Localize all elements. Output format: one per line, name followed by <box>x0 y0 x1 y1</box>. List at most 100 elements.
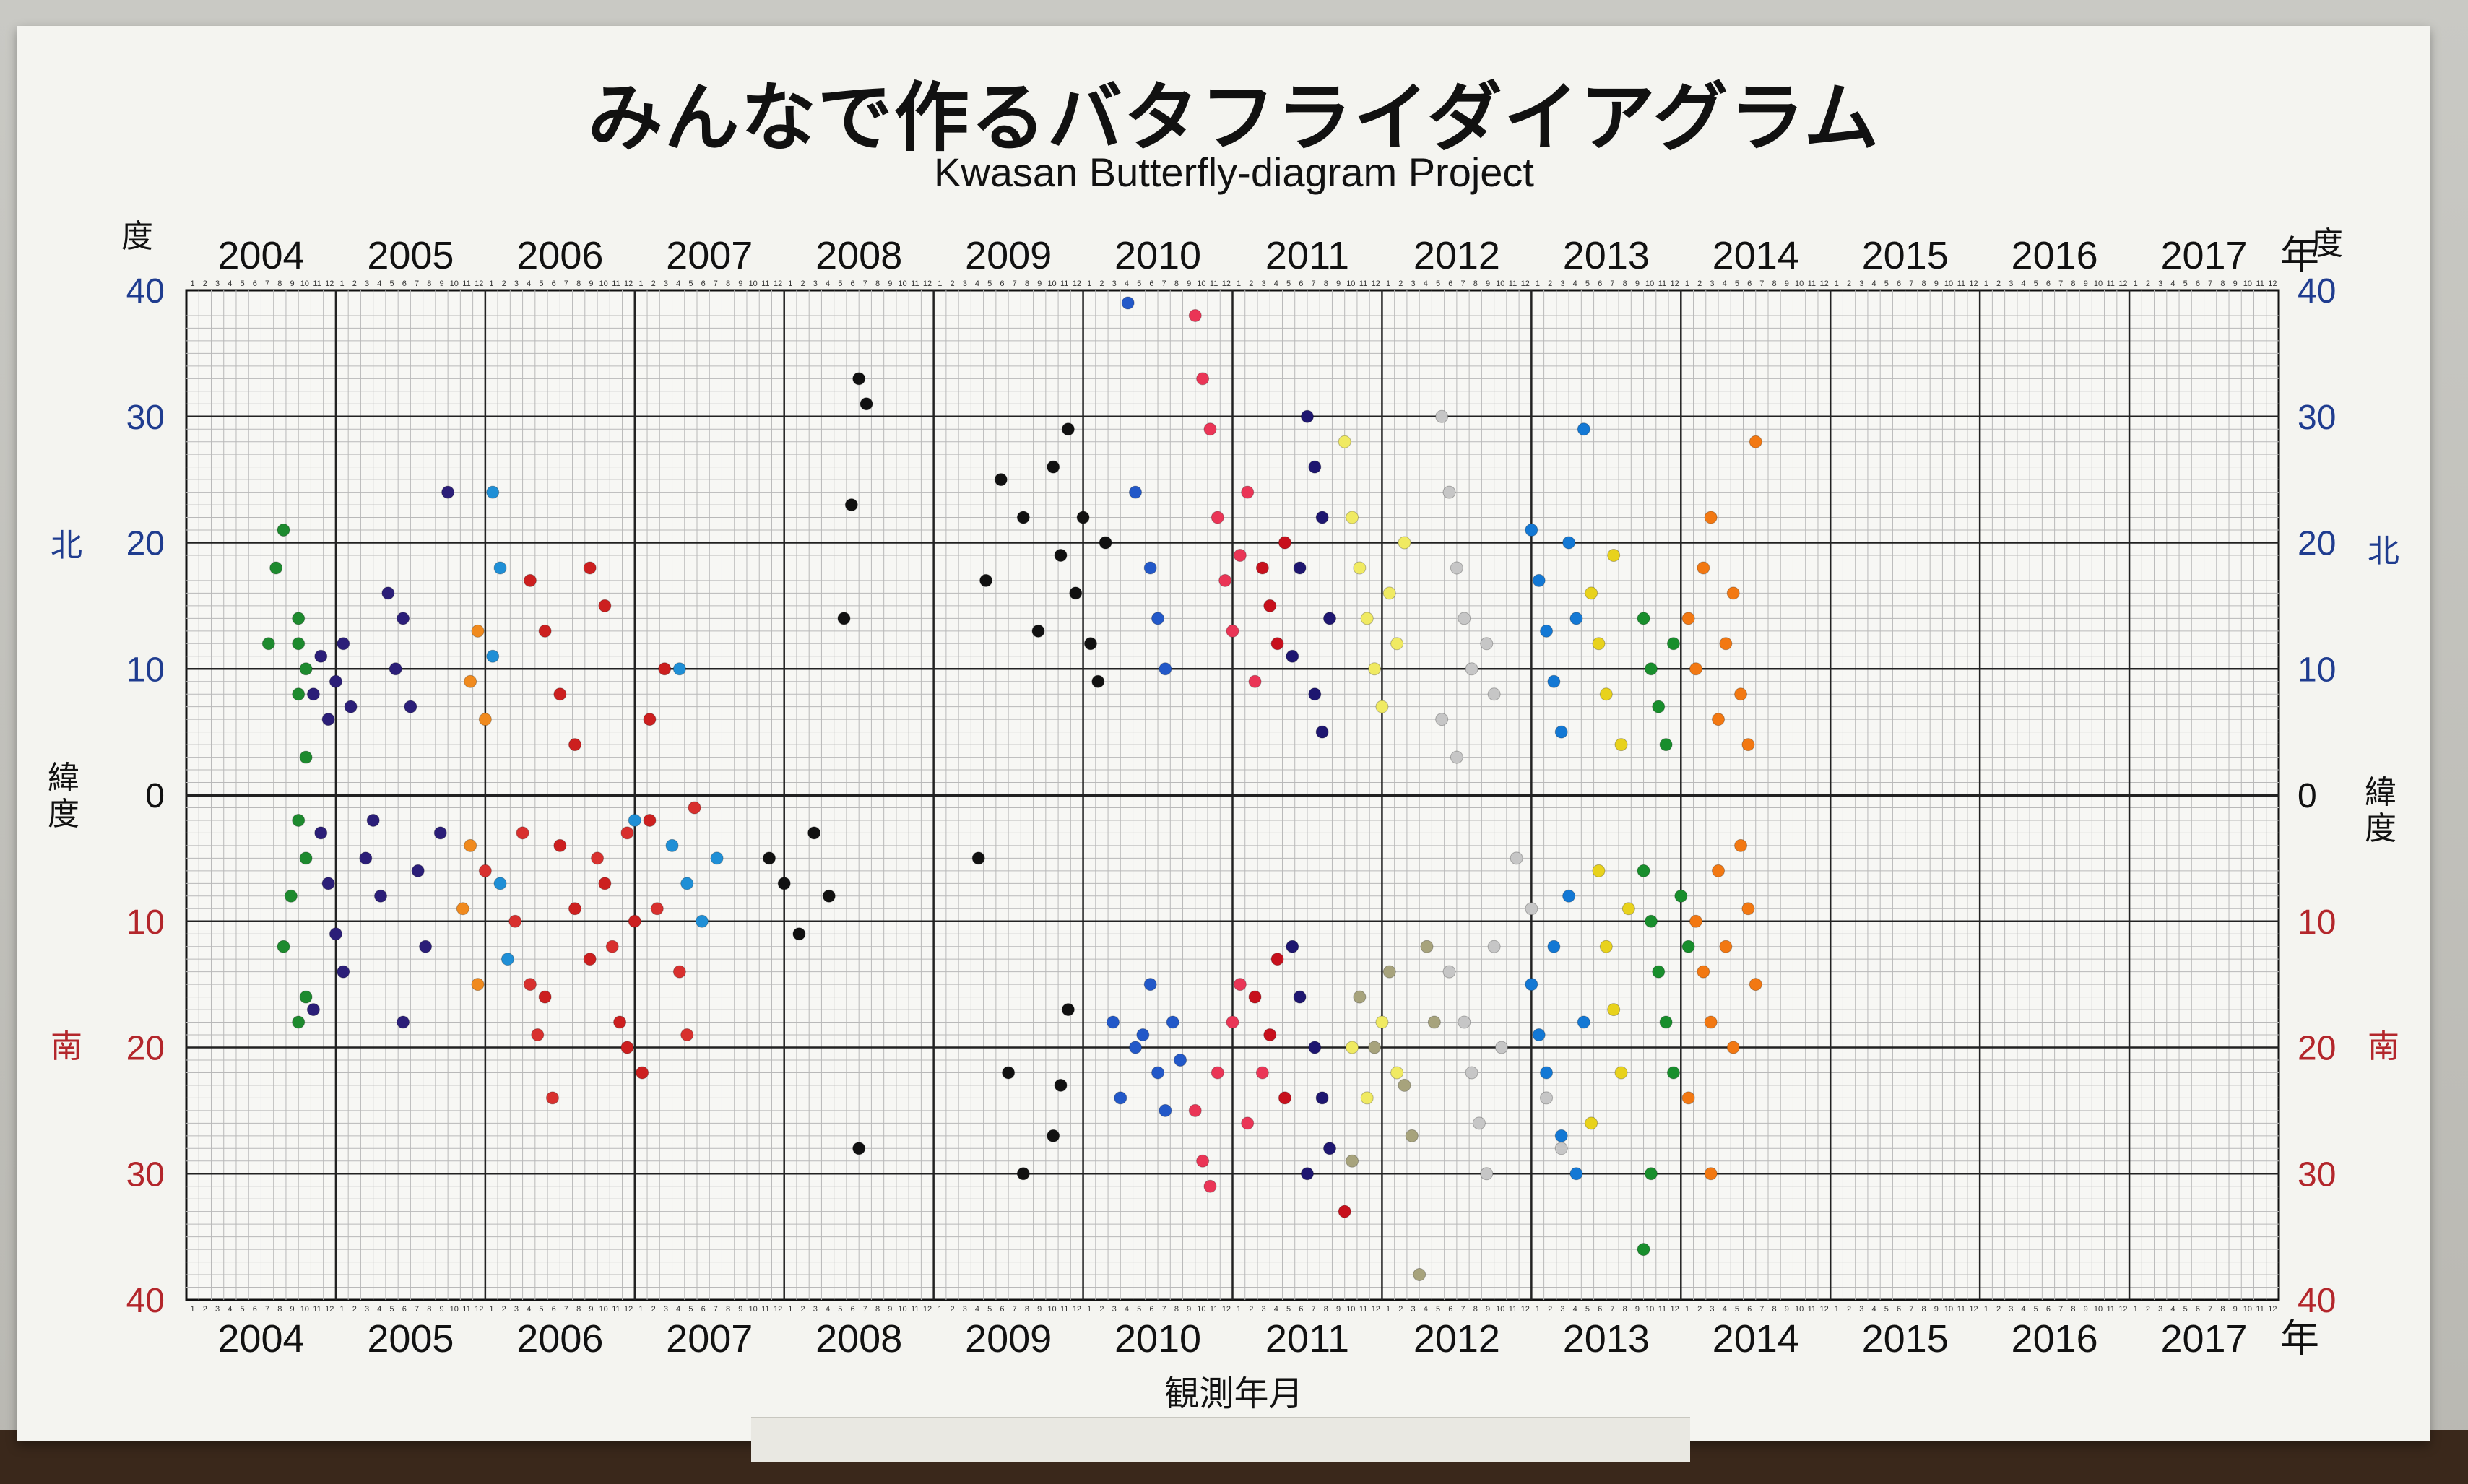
sunspot-dot <box>1278 536 1291 550</box>
latitude-title-left: 緯 <box>48 760 79 797</box>
sunspot-dot <box>628 813 641 827</box>
sunspot-dot <box>292 612 306 625</box>
sunspot-dot <box>1659 1015 1673 1029</box>
sunspot-dot <box>306 687 320 701</box>
sunspot-dot <box>493 877 507 890</box>
sunspot-dot <box>1674 889 1688 903</box>
sunspot-dot <box>1128 1041 1142 1054</box>
month-tick-top: 3 <box>1112 279 1117 288</box>
month-tick-bottom: 1 <box>489 1305 493 1314</box>
month-tick-bottom: 4 <box>676 1305 680 1314</box>
sunspot-dot <box>1480 1167 1494 1181</box>
sunspot-dot <box>1697 965 1710 979</box>
month-tick-top: 1 <box>1536 279 1540 288</box>
latitude-label-right: 40 <box>2298 1282 2336 1320</box>
sunspot-dot <box>1704 1167 1718 1181</box>
month-tick-bottom: 8 <box>875 1305 880 1314</box>
month-tick-top: 7 <box>1013 279 1017 288</box>
month-tick-top: 6 <box>1448 279 1452 288</box>
month-tick-top: 5 <box>838 279 842 288</box>
sunspot-dot <box>329 674 342 688</box>
sunspot-dot <box>397 1015 410 1029</box>
month-tick-top: 1 <box>1386 279 1390 288</box>
month-tick-top: 9 <box>2233 279 2238 288</box>
sunspot-dot <box>1315 725 1329 739</box>
latitude-title-right-2: 度 <box>2365 810 2396 847</box>
north-label-left: 北 <box>51 527 82 564</box>
month-tick-bottom: 12 <box>624 1305 633 1314</box>
sunspot-dot <box>366 813 380 827</box>
sunspot-dot <box>1308 687 1322 701</box>
month-tick-top: 12 <box>1969 279 1978 288</box>
month-tick-bottom: 9 <box>1037 1305 1042 1314</box>
sunspot-dot <box>471 624 485 638</box>
sunspot-dot <box>545 1091 559 1105</box>
month-tick-top: 2 <box>1548 279 1552 288</box>
sunspot-dot <box>478 713 492 726</box>
month-tick-bottom: 7 <box>1312 1305 1316 1314</box>
month-tick-bottom: 12 <box>1819 1305 1828 1314</box>
month-tick-bottom: 5 <box>1286 1305 1291 1314</box>
year-label-top: 2011 <box>1265 234 1349 277</box>
sunspot-dot <box>1435 409 1449 423</box>
month-tick-bottom: 5 <box>2034 1305 2038 1314</box>
month-tick-top: 6 <box>253 279 257 288</box>
sunspot-dot <box>1614 738 1628 752</box>
month-tick-bottom: 4 <box>1723 1305 1727 1314</box>
sunspot-dot <box>337 965 350 979</box>
year-label-bottom: 2011 <box>1265 1317 1349 1361</box>
sunspot-dot <box>1719 940 1733 953</box>
sunspot-dot <box>508 914 522 928</box>
month-tick-top: 4 <box>1125 279 1129 288</box>
sunspot-dot <box>1300 409 1314 423</box>
latitude-label-left: 0 <box>145 777 165 815</box>
month-tick-bottom: 7 <box>1610 1305 1614 1314</box>
month-tick-top: 12 <box>774 279 782 288</box>
latitude-label-right: 0 <box>2298 777 2317 815</box>
month-tick-top: 4 <box>975 279 979 288</box>
sunspot-dot <box>299 662 313 676</box>
month-tick-bottom: 6 <box>402 1305 407 1314</box>
month-tick-top: 3 <box>664 279 668 288</box>
month-tick-top: 10 <box>748 279 757 288</box>
sunspot-dot <box>1607 548 1621 562</box>
month-tick-top: 8 <box>2220 279 2225 288</box>
sunspot-dot <box>1353 990 1367 1004</box>
month-tick-bottom: 4 <box>826 1305 830 1314</box>
month-tick-bottom: 8 <box>277 1305 282 1314</box>
month-tick-top: 9 <box>1486 279 1490 288</box>
month-tick-top: 6 <box>2046 279 2051 288</box>
sunspot-dot <box>389 662 402 676</box>
year-label-top: 2013 <box>1563 234 1650 277</box>
month-tick-top: 12 <box>2118 279 2127 288</box>
month-tick-bottom: 6 <box>552 1305 556 1314</box>
month-tick-top: 4 <box>1723 279 1727 288</box>
sunspot-dot <box>1270 637 1284 651</box>
sunspot-dot <box>314 649 328 663</box>
lat-unit-right: 度 <box>2311 225 2343 262</box>
sunspot-dot <box>359 851 373 865</box>
sunspot-dot <box>1637 864 1650 877</box>
month-tick-top: 8 <box>1473 279 1478 288</box>
month-tick-bottom: 12 <box>1372 1305 1380 1314</box>
latitude-label-right: 30 <box>2298 399 2336 437</box>
sunspot-dot <box>852 1142 866 1155</box>
sunspot-dot <box>553 687 567 701</box>
month-tick-bottom: 1 <box>788 1305 792 1314</box>
month-tick-top: 3 <box>365 279 369 288</box>
month-tick-bottom: 11 <box>1509 1305 1517 1314</box>
year-unit-bottom: 年 <box>2280 1317 2319 1361</box>
month-tick-bottom: 2 <box>1697 1305 1702 1314</box>
month-tick-top: 2 <box>1099 279 1104 288</box>
sunspot-dot <box>486 649 500 663</box>
latitude-label-left: 10 <box>126 651 165 689</box>
month-tick-bottom: 8 <box>1473 1305 1478 1314</box>
month-tick-top: 5 <box>1735 279 1739 288</box>
month-tick-top: 11 <box>462 279 470 288</box>
month-tick-top: 10 <box>1197 279 1205 288</box>
sunspot-dot <box>591 851 605 865</box>
latitude-label-right: 30 <box>2298 1155 2336 1194</box>
month-tick-bottom: 2 <box>1996 1305 2001 1314</box>
month-tick-bottom: 9 <box>888 1305 892 1314</box>
